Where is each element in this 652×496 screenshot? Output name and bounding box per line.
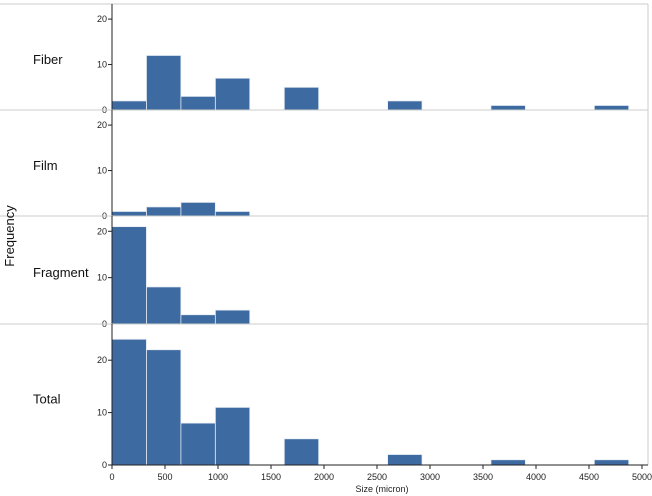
bar-fiber-8 (387, 100, 423, 111)
x-axis-title: Size (micron) (355, 484, 408, 494)
y-tick-label: 20 (97, 14, 107, 24)
bar-total-3 (214, 406, 251, 466)
bar-film-1 (146, 206, 182, 217)
panels: 01020Fiber01020Film01020Fragment01020Tot… (0, 3, 649, 470)
x-tick-label: 4000 (526, 472, 546, 482)
bar-fiber-11 (490, 105, 526, 111)
bar-fiber-2 (180, 95, 216, 111)
y-tick-label: 0 (102, 460, 107, 470)
x-tick-label: 3000 (420, 472, 440, 482)
x-tick-label: 3500 (473, 472, 493, 482)
y-tick-label: 10 (97, 408, 107, 418)
bar-total-5 (283, 438, 320, 466)
bar-fiber-1 (146, 55, 182, 111)
panel-total: 0 10 20 Total (0, 323, 649, 470)
y-tick-label: 10 (97, 273, 107, 283)
panel-label: Total (33, 392, 61, 407)
bar-total-2 (180, 422, 216, 466)
bar-total-11 (490, 459, 526, 466)
x-tick-label: 2000 (314, 472, 334, 482)
y-tick-label: 20 (97, 355, 107, 365)
x-tick-label: 500 (157, 472, 172, 482)
bar-total-14 (593, 459, 630, 466)
panel-label: Fragment (33, 265, 89, 280)
bar-fragment-1 (146, 286, 182, 325)
bar-film-2 (180, 201, 216, 217)
x-tick-label: 1000 (208, 472, 228, 482)
x-tick-label: 4500 (579, 472, 599, 482)
bar-fiber-0 (111, 100, 147, 111)
bar-fragment-3 (214, 309, 251, 325)
bar-fragment-0 (111, 226, 147, 325)
bar-fragment-2 (180, 314, 216, 325)
bar-fiber-14 (593, 105, 630, 111)
x-tick-label: 2500 (367, 472, 387, 482)
y-tick-label: 20 (97, 120, 107, 130)
bar-film-3 (214, 211, 251, 217)
x-tick-label: 1500 (261, 472, 281, 482)
panel-label: Fiber (33, 52, 63, 67)
bar-total-8 (387, 454, 423, 466)
x-tick-label: 5000 (632, 472, 652, 482)
bar-film-0 (111, 211, 147, 217)
bar-total-1 (146, 349, 182, 466)
y-axis-title: Frequency (2, 205, 17, 267)
bar-fiber-5 (283, 86, 320, 111)
bar-fiber-3 (214, 77, 251, 111)
x-axis: 0 500 1000 1500 2000 2500 3000 3500 4000 4500 5000 (109, 465, 652, 482)
y-tick-label: 10 (97, 166, 107, 176)
y-tick-label: 10 (97, 60, 107, 70)
y-tick-label: 20 (97, 226, 107, 236)
panel-label: Film (33, 158, 58, 173)
x-tick-label: 0 (109, 472, 114, 482)
bar-total-0 (111, 338, 147, 466)
